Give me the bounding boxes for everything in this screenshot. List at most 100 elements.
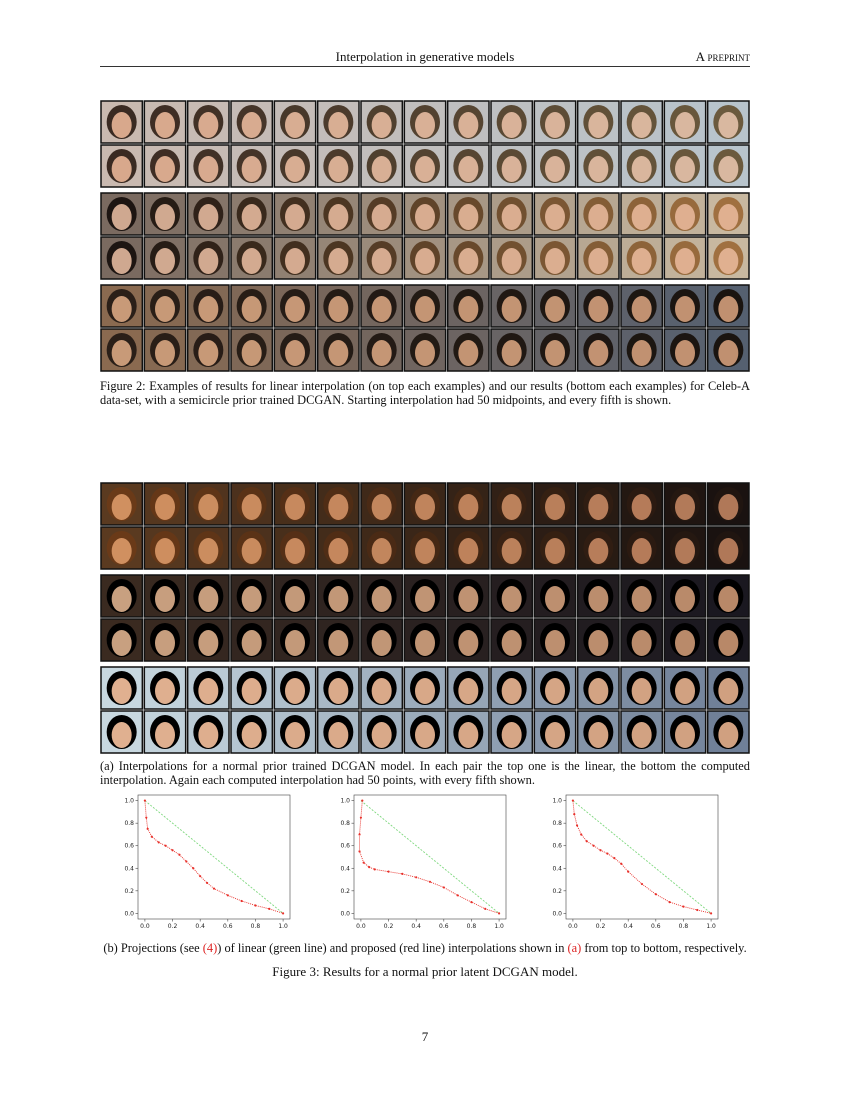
- face: [328, 630, 349, 656]
- face: [285, 586, 305, 612]
- face: [631, 586, 652, 612]
- face: [241, 340, 262, 366]
- figure3-subcaption-a: (a) Interpolations for a normal prior tr…: [100, 759, 750, 787]
- projection-chart: 0.0 0.2 0.4 0.6 0.8 1.0 0.0 0.2 0.4 0.6 0.8 1.0: [340, 794, 507, 930]
- x-tick-label: 0.2: [384, 923, 394, 930]
- face: [501, 156, 522, 182]
- figure2-images: [100, 100, 750, 372]
- series-line: [572, 800, 712, 914]
- series-point: [654, 893, 657, 896]
- face: [328, 494, 349, 520]
- face: [415, 494, 435, 520]
- face: [155, 678, 175, 704]
- series-point: [359, 816, 363, 819]
- series-point: [171, 849, 174, 852]
- series-point: [373, 868, 376, 871]
- face: [458, 494, 479, 520]
- face: [241, 204, 262, 230]
- face: [328, 722, 349, 748]
- series-point: [627, 870, 630, 873]
- face: [241, 586, 262, 612]
- face: [415, 586, 435, 612]
- face: [718, 296, 739, 322]
- face: [588, 678, 609, 704]
- face: [198, 586, 219, 612]
- face: [155, 630, 175, 656]
- y-tick-label: 0.2: [124, 888, 134, 895]
- series-point: [192, 867, 195, 870]
- face: [415, 248, 435, 274]
- face: [631, 156, 652, 182]
- series-point: [368, 866, 371, 869]
- face: [545, 678, 565, 704]
- face: [675, 586, 695, 612]
- series-point: [281, 912, 285, 915]
- y-tick-label: 0.2: [340, 888, 350, 895]
- face: [285, 722, 305, 748]
- y-tick-label: 0.0: [340, 910, 350, 917]
- face: [155, 722, 175, 748]
- plot-frame: [137, 794, 291, 920]
- face: [545, 722, 565, 748]
- face: [415, 340, 435, 366]
- caption-text: (b) Projections (see: [103, 941, 203, 955]
- x-tick-label: 0.2: [168, 923, 178, 930]
- face: [588, 494, 609, 520]
- series-point: [401, 872, 404, 876]
- y-tick-label: 0.4: [124, 865, 134, 872]
- series-line: [360, 800, 500, 914]
- face: [501, 340, 522, 366]
- face: [631, 678, 652, 704]
- face: [198, 296, 219, 322]
- face: [675, 538, 695, 564]
- x-tick-label: 0.4: [195, 923, 205, 930]
- face: [198, 156, 219, 182]
- caption-text: from top to bottom, respectively.: [581, 941, 747, 955]
- face: [415, 538, 435, 564]
- face: [458, 340, 479, 366]
- subfigure-link[interactable]: (a): [567, 941, 582, 955]
- face: [501, 722, 522, 748]
- face: [198, 722, 219, 748]
- face: [371, 678, 392, 704]
- series-point: [358, 833, 361, 836]
- face: [718, 204, 739, 230]
- face: [111, 678, 132, 704]
- face: [588, 340, 609, 366]
- face: [241, 248, 262, 274]
- face: [371, 538, 392, 564]
- face: [458, 296, 479, 322]
- series-point: [575, 824, 579, 827]
- face: [458, 156, 479, 182]
- series-point: [696, 908, 699, 912]
- face: [111, 112, 132, 138]
- face: [631, 340, 652, 366]
- series-point: [150, 835, 153, 838]
- face: [501, 538, 522, 564]
- y-tick-label: 1.0: [124, 798, 134, 805]
- series-point: [470, 900, 473, 904]
- equation-link[interactable]: (4): [202, 941, 218, 955]
- face: [111, 538, 132, 564]
- face: [718, 722, 739, 748]
- face: [718, 538, 739, 564]
- face: [501, 586, 522, 612]
- x-tick-label: 1.0: [494, 923, 504, 930]
- face: [631, 204, 652, 230]
- series-point: [361, 799, 364, 802]
- face: [718, 340, 739, 366]
- face: [155, 204, 175, 230]
- series-point: [709, 912, 713, 915]
- series-point: [164, 844, 167, 847]
- face: [675, 494, 695, 520]
- face: [675, 630, 695, 656]
- series-point: [240, 899, 243, 903]
- series-point: [571, 799, 575, 802]
- face: [285, 112, 305, 138]
- series-point: [573, 813, 576, 816]
- face: [198, 494, 219, 520]
- face: [458, 538, 479, 564]
- y-tick-label: 0.2: [552, 888, 562, 895]
- face: [718, 156, 739, 182]
